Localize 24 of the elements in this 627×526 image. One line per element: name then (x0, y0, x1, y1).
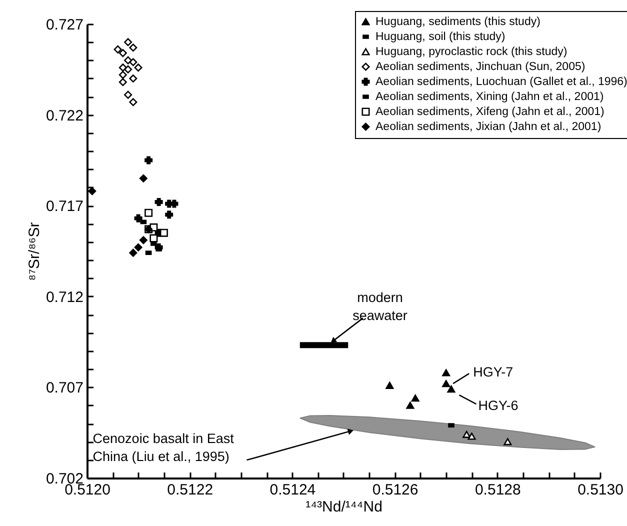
x-tick-label: 0.5124 (270, 482, 316, 498)
legend-label: Aeolian sediments, Jixian (Jahn et al., 2001) (376, 120, 602, 133)
x-axis-title: ¹⁴³Nd/¹⁴⁴Nd (306, 498, 382, 516)
x-tick-label: 0.5130 (578, 482, 624, 498)
y-tick-label: 0.707 (46, 380, 84, 397)
y-tick-label: 0.727 (46, 16, 84, 34)
y-axis-title: ⁸⁷Sr/⁸⁶Sr (26, 222, 43, 281)
legend-label: Huguang, pyroclastic rock (this study) (376, 46, 568, 58)
legend-label: Huguang, soil (this study) (376, 30, 506, 43)
annotation: HGY-6 (478, 398, 518, 414)
y-tick-label: 0.712 (46, 288, 84, 306)
legend-label: Aeolian sediments, Xifeng (Jahn et al., 2001) (376, 106, 605, 118)
x-tick-label: 0.5128 (474, 482, 521, 498)
legend-label: Huguang, sediments (this study) (376, 16, 541, 28)
y-tick-label: 0.722 (46, 107, 84, 124)
x-tick-label: 0.5126 (372, 482, 418, 498)
legend-label: Aeolian sediments, Xining (Jahn et al., 2001) (376, 90, 604, 103)
annotation: modern seawater (352, 290, 408, 324)
legend-label: Aeolian sediments, Luochuan (Gallet et al., 1996) (376, 76, 627, 88)
x-tick-label: 0.5122 (167, 482, 214, 498)
annotation: HGY-7 (473, 364, 514, 380)
annotation: Cenozoic basalt in East China (Liu et al., 1995) (92, 431, 234, 464)
legend-label: Aeolian sediments, Jinchuan (Sun, 2005) (376, 60, 586, 73)
y-tick-label: 0.717 (46, 198, 84, 216)
